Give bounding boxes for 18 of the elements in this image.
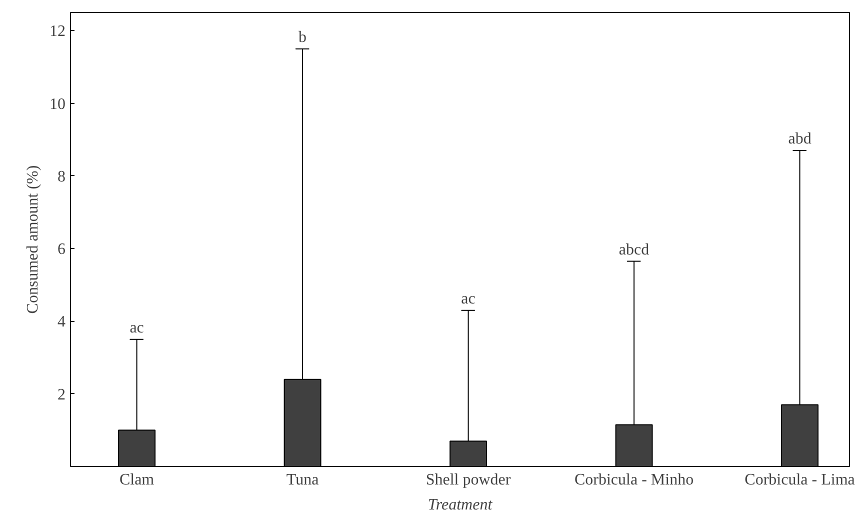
y-tick-label: 6: [58, 241, 66, 258]
y-tick-label: 12: [50, 23, 66, 40]
annotation: abcd: [618, 241, 650, 258]
x-tick-label: Corbicula - Minho: [574, 472, 694, 488]
annotation: ac: [130, 319, 144, 336]
x-tick-label: Shell powder: [426, 472, 512, 488]
y-tick-label: 8: [58, 168, 66, 186]
annotation: abd: [788, 130, 812, 148]
x-tick-label: Tuna: [286, 472, 319, 488]
x-axis-title: Treatment: [428, 496, 493, 514]
y-tick-label: 2: [58, 386, 66, 404]
y-axis-title: Consumed amount (%): [24, 165, 42, 314]
y-tick-label: 4: [58, 314, 66, 331]
x-tick-label: Clam: [119, 472, 155, 488]
annotation: b: [298, 28, 307, 46]
x-tick-label: Corbicula - Lima: [744, 472, 855, 488]
y-tick-label: 10: [50, 96, 66, 113]
annotation: ac: [461, 290, 476, 308]
